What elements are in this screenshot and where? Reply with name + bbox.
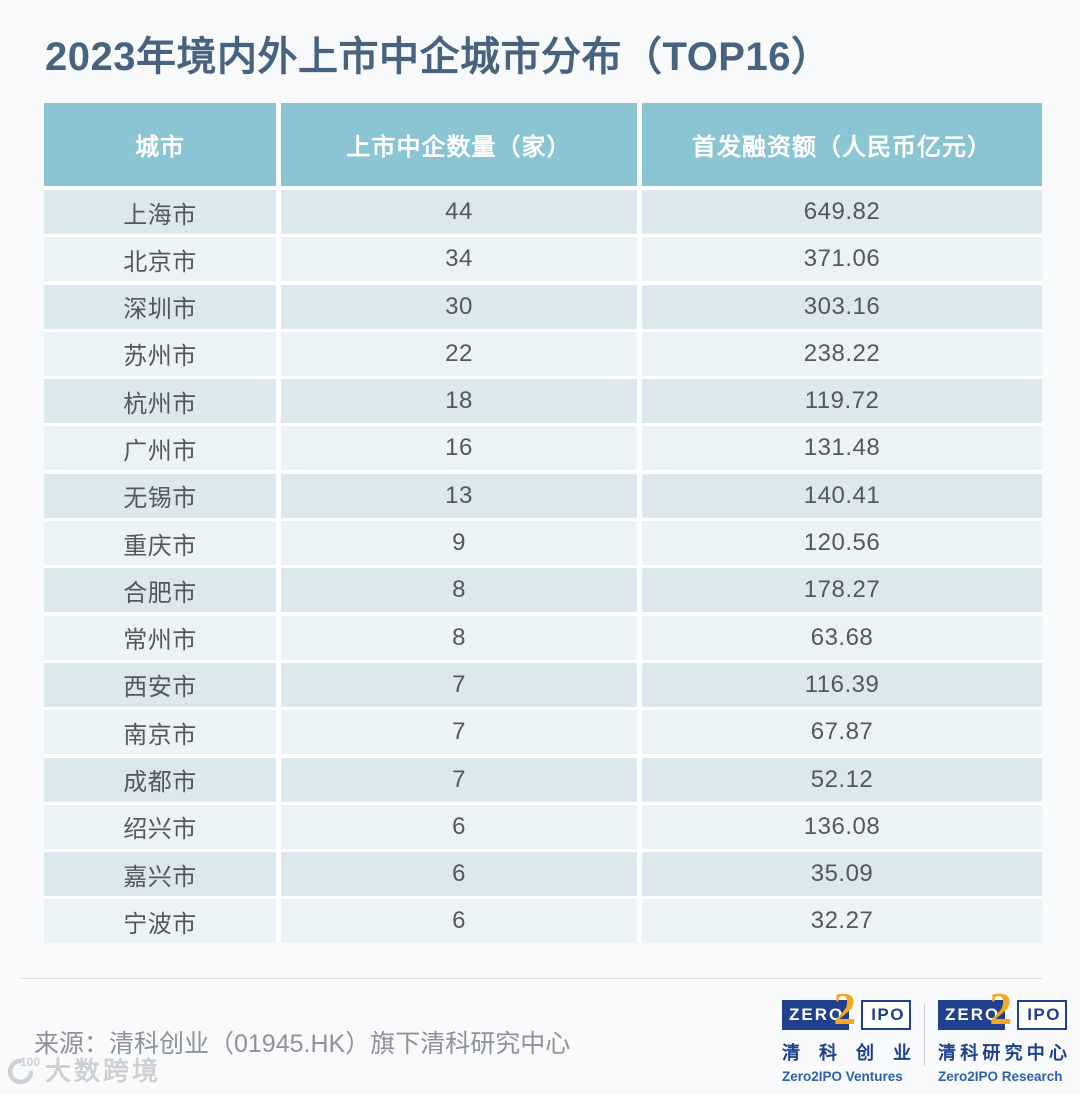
logo-cn-label: 清科创业: [782, 1043, 911, 1063]
watermark: 100 大数跨境: [6, 1051, 161, 1088]
table-header: 城市 上市中企数量（家） 首发融资额（人民币亿元）: [44, 103, 1042, 186]
city-cell: 合肥市: [44, 568, 276, 613]
count-cell: 22: [281, 331, 637, 376]
table-row: 嘉兴市 6 35.09: [44, 852, 1042, 897]
amount-cell: 116.39: [642, 662, 1042, 707]
count-cell: 6: [281, 804, 637, 849]
city-cell: 北京市: [44, 237, 276, 282]
count-cell: 6: [281, 899, 637, 944]
city-cell: 苏州市: [44, 331, 276, 376]
amount-cell: 67.87: [642, 710, 1042, 755]
zero2ipo-logo-icon: ZERO 2 IPO: [782, 987, 911, 1032]
watermark-icon: 100: [7, 1055, 40, 1084]
svg-text:100: 100: [20, 1055, 40, 1069]
amount-cell: 238.22: [642, 331, 1042, 376]
table-body: 上海市 44 649.82 北京市 34 371.06 深圳市 30 303.1…: [44, 190, 1042, 944]
city-cell: 重庆市: [44, 521, 276, 566]
city-cell: 西安市: [44, 662, 276, 707]
logo-ipo-box: IPO: [1017, 1000, 1067, 1030]
logo-cn-label: 清科研究中心: [938, 1043, 1067, 1063]
table-row: 上海市 44 649.82: [44, 190, 1042, 234]
count-cell: 18: [281, 379, 637, 424]
table-row: 南京市 7 67.87: [44, 710, 1042, 755]
amount-cell: 178.27: [642, 568, 1042, 613]
logos-block: ZERO 2 IPO 清科创业 Zero2IPO Ventures ZERO 2…: [782, 987, 1067, 1084]
logo-zero-box: ZERO: [938, 1000, 1006, 1030]
page-title: 2023年境内外上市中企城市分布（TOP16）: [45, 35, 832, 79]
count-cell: 9: [281, 521, 637, 566]
count-cell: 6: [281, 852, 637, 897]
table-row: 苏州市 22 238.22: [44, 331, 1042, 376]
table-row: 成都市 7 52.12: [44, 757, 1042, 802]
city-cell: 广州市: [44, 426, 276, 471]
amount-cell: 119.72: [642, 379, 1042, 424]
count-cell: 34: [281, 237, 637, 282]
city-cell: 成都市: [44, 757, 276, 802]
count-cell: 7: [281, 710, 637, 755]
table-row: 宁波市 6 32.27: [44, 899, 1042, 944]
amount-cell: 371.06: [642, 237, 1042, 282]
count-cell: 8: [281, 568, 637, 613]
amount-cell: 35.09: [642, 852, 1042, 897]
logo-two-numeral: 2: [833, 984, 856, 1034]
table-row: 绍兴市 6 136.08: [44, 804, 1042, 849]
logo-en-label: Zero2IPO Research: [938, 1069, 1063, 1084]
logos-separator: [924, 1004, 925, 1066]
city-cell: 常州市: [44, 615, 276, 660]
table-row: 北京市 34 371.06: [44, 237, 1042, 282]
table-row: 合肥市 8 178.27: [44, 568, 1042, 613]
logo-two-numeral: 2: [989, 984, 1012, 1034]
table-row: 深圳市 30 303.16: [44, 284, 1042, 329]
amount-cell: 303.16: [642, 284, 1042, 329]
count-cell: 13: [281, 473, 637, 518]
table-row: 杭州市 18 119.72: [44, 379, 1042, 424]
city-cell: 无锡市: [44, 473, 276, 518]
logo-en-label: Zero2IPO Ventures: [782, 1069, 903, 1084]
table-row: 西安市 7 116.39: [44, 662, 1042, 707]
city-cell: 嘉兴市: [44, 852, 276, 897]
amount-cell: 649.82: [642, 190, 1042, 234]
table-row: 广州市 16 131.48: [44, 426, 1042, 471]
logo-zero2ipo-research: ZERO 2 IPO 清科研究中心 Zero2IPO Research: [938, 987, 1067, 1084]
header-cell-count: 上市中企数量（家）: [281, 103, 637, 186]
count-cell: 30: [281, 284, 637, 329]
amount-cell: 136.08: [642, 804, 1042, 849]
amount-cell: 140.41: [642, 473, 1042, 518]
city-cell: 绍兴市: [44, 804, 276, 849]
source-text: 来源：清科创业（01945.HK）旗下清科研究中心: [34, 1030, 571, 1058]
count-cell: 8: [281, 615, 637, 660]
amount-cell: 63.68: [642, 615, 1042, 660]
count-cell: 44: [281, 190, 637, 234]
zero2ipo-logo-icon: ZERO 2 IPO: [938, 987, 1067, 1032]
table-row: 无锡市 13 140.41: [44, 473, 1042, 518]
amount-cell: 32.27: [642, 899, 1042, 944]
watermark-text: 大数跨境: [45, 1056, 162, 1086]
header-cell-amount: 首发融资额（人民币亿元）: [642, 103, 1042, 186]
footer-divider: [20, 978, 1042, 979]
table-row: 常州市 8 63.68: [44, 615, 1042, 660]
count-cell: 16: [281, 426, 637, 471]
logo-ipo-box: IPO: [861, 1000, 911, 1030]
count-cell: 7: [281, 662, 637, 707]
city-cell: 宁波市: [44, 899, 276, 944]
amount-cell: 52.12: [642, 757, 1042, 802]
city-cell: 上海市: [44, 190, 276, 234]
header-cell-city: 城市: [44, 103, 276, 186]
logo-zero2ipo-ventures: ZERO 2 IPO 清科创业 Zero2IPO Ventures: [782, 987, 911, 1084]
count-cell: 7: [281, 757, 637, 802]
city-cell: 深圳市: [44, 284, 276, 329]
city-cell: 杭州市: [44, 379, 276, 424]
amount-cell: 131.48: [642, 426, 1042, 471]
amount-cell: 120.56: [642, 521, 1042, 566]
logo-zero-box: ZERO: [782, 1000, 850, 1030]
city-cell: 南京市: [44, 710, 276, 755]
table-row: 重庆市 9 120.56: [44, 521, 1042, 566]
data-table: 城市 上市中企数量（家） 首发融资额（人民币亿元） 上海市 44 649.82 …: [44, 103, 1042, 944]
